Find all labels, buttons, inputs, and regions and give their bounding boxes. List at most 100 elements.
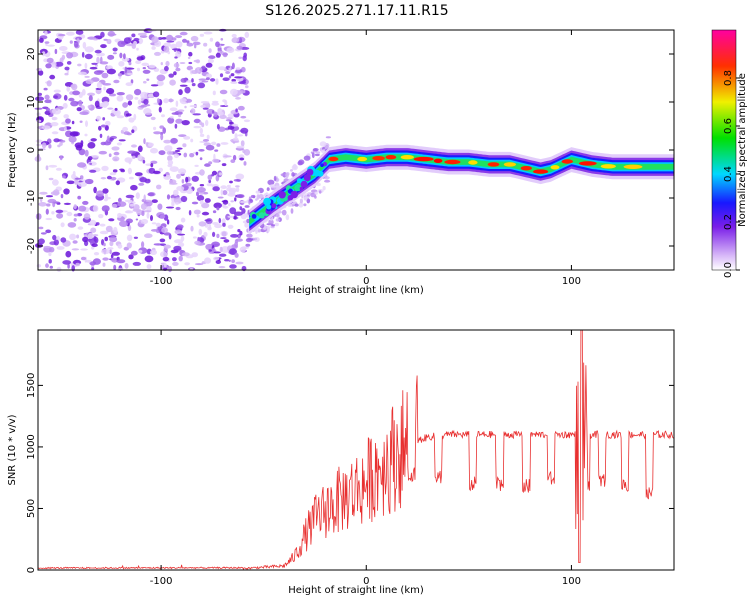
noise-blob	[125, 218, 133, 224]
noise-blob	[125, 113, 132, 117]
noise-blob	[73, 204, 77, 210]
noise-blob	[34, 96, 45, 101]
noise-blob	[173, 153, 180, 159]
noise-blob	[245, 237, 253, 243]
noise-blob	[96, 190, 104, 197]
noise-blob	[59, 57, 64, 63]
noise-blob	[135, 192, 140, 200]
noise-blob	[197, 82, 206, 89]
noise-blob	[72, 240, 78, 244]
noise-blob	[43, 87, 48, 91]
noise-blob	[161, 227, 169, 234]
ridge-hotspot	[433, 158, 443, 163]
noise-blob	[99, 223, 106, 227]
noise-blob	[195, 59, 201, 64]
noise-blob	[63, 188, 70, 195]
noise-blob	[318, 190, 322, 194]
colorbar-tick-label: 0.2	[723, 214, 734, 230]
x-tick-label: 0	[363, 276, 369, 287]
noise-blob	[127, 72, 133, 76]
noise-blob	[84, 133, 88, 137]
noise-blob	[38, 226, 44, 230]
noise-blob	[191, 83, 196, 87]
ridge-hotspot	[520, 166, 532, 171]
noise-blob	[127, 224, 132, 231]
noise-blob	[119, 220, 128, 227]
noise-blob	[178, 89, 183, 96]
noise-blob	[109, 249, 112, 255]
noise-blob	[163, 46, 170, 53]
noise-blob	[246, 233, 253, 238]
noise-blob	[99, 61, 109, 65]
noise-blob	[66, 86, 70, 92]
noise-blob	[130, 79, 134, 84]
noise-blob	[201, 80, 209, 83]
noise-blob	[244, 205, 250, 208]
noise-blob	[130, 250, 138, 256]
noise-blob	[113, 226, 118, 234]
noise-blob	[94, 100, 100, 108]
noise-blob	[53, 239, 59, 246]
noise-blob	[129, 203, 136, 207]
noise-blob	[213, 111, 218, 118]
noise-blob	[85, 79, 94, 85]
noise-blob	[159, 82, 164, 85]
noise-blob	[89, 219, 97, 226]
noise-blob	[137, 32, 147, 36]
noise-blob	[193, 118, 201, 124]
noise-blob	[41, 51, 46, 57]
noise-blob	[235, 108, 238, 113]
noise-blob	[239, 246, 247, 253]
noise-blob	[148, 64, 156, 69]
noise-blob	[44, 94, 50, 100]
noise-blob	[206, 183, 213, 187]
noise-blob	[314, 153, 320, 157]
noise-blob	[89, 66, 98, 70]
noise-blob	[211, 170, 218, 176]
noise-blob	[322, 186, 326, 191]
ridge-hotspot	[444, 159, 461, 165]
noise-blob	[101, 165, 109, 172]
noise-blob	[179, 62, 186, 64]
noise-blob	[98, 214, 104, 219]
noise-blob	[45, 195, 54, 198]
ridge-hotspot	[413, 156, 434, 162]
noise-blob	[125, 94, 134, 101]
noise-blob	[237, 81, 247, 85]
noise-blob	[285, 214, 290, 221]
noise-blob	[229, 180, 233, 184]
noise-blob	[75, 29, 84, 35]
noise-blob	[256, 194, 260, 200]
noise-blob	[167, 98, 174, 103]
noise-blob	[113, 110, 121, 117]
noise-blob	[240, 127, 249, 134]
noise-blob	[91, 62, 98, 65]
noise-blob	[173, 189, 179, 196]
noise-blob	[156, 184, 162, 190]
noise-blob	[176, 147, 183, 150]
noise-blob	[316, 182, 321, 187]
noise-blob	[270, 218, 273, 221]
y-tick-label: 10	[26, 96, 37, 109]
noise-blob	[44, 30, 48, 36]
noise-blob	[178, 168, 187, 175]
noise-blob	[230, 200, 234, 203]
noise-blob	[151, 222, 157, 225]
noise-blob	[205, 144, 215, 151]
noise-blob	[192, 41, 201, 46]
noise-blob	[316, 151, 321, 154]
noise-blob	[159, 125, 164, 129]
noise-blob	[90, 227, 97, 233]
noise-blob	[167, 155, 173, 162]
noise-blob	[112, 52, 117, 55]
noise-blob	[40, 232, 47, 235]
noise-blob	[84, 75, 90, 78]
noise-blob	[176, 186, 185, 191]
noise-blob	[147, 192, 155, 197]
noise-blob	[52, 189, 60, 196]
noise-blob	[236, 194, 245, 199]
noise-blob	[77, 195, 82, 200]
ridge-blob	[294, 184, 302, 192]
noise-blob	[163, 174, 167, 177]
noise-blob	[173, 71, 177, 76]
